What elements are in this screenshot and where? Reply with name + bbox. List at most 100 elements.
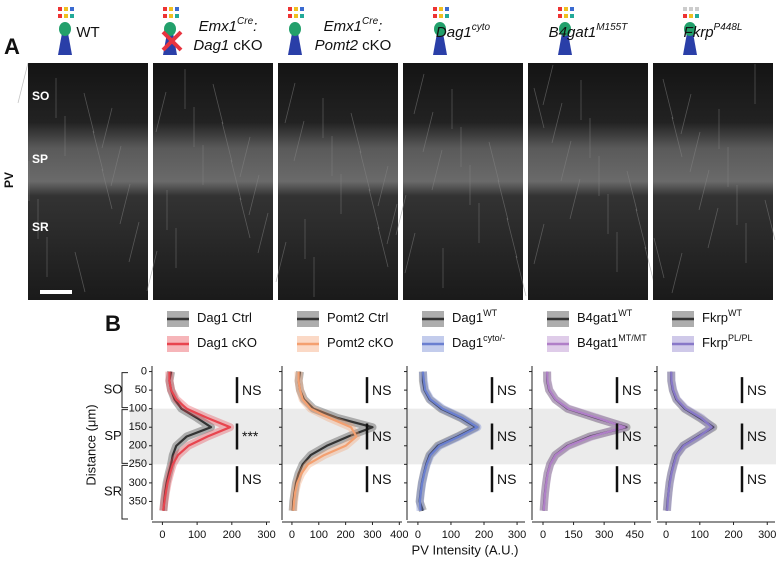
panel-label: A [4, 34, 20, 59]
glycan-icon [695, 14, 699, 18]
column-header: FkrpP448L [684, 22, 743, 41]
glycan-icon [689, 7, 693, 11]
region-bracket [121, 372, 128, 409]
fiber [83, 92, 95, 134]
fiber [488, 141, 500, 183]
fiber [110, 145, 122, 187]
glycan-icon [59, 22, 71, 36]
fiber [707, 207, 719, 249]
text-part: : [253, 18, 257, 35]
glycan-icon [169, 14, 173, 18]
stat-label: *** [242, 428, 259, 444]
layer-label: SR [32, 220, 49, 234]
text-part: Pomt2 Ctrl [327, 310, 389, 325]
fiber [377, 226, 389, 268]
micrograph [278, 63, 398, 300]
glycan-icon [445, 7, 449, 11]
x-tick-label: 300 [595, 529, 613, 541]
fiber [662, 78, 674, 120]
micrograph [28, 63, 148, 300]
fiber [569, 178, 581, 220]
glycan-icon [175, 7, 179, 11]
glycan-icon [439, 14, 443, 18]
fiber [413, 73, 425, 115]
profile-line [418, 371, 479, 511]
fiber [257, 212, 269, 254]
glycan-icon [64, 7, 68, 11]
text-part: Dag1 Ctrl [197, 310, 252, 325]
glycan-icon [294, 14, 298, 18]
legend-label: Pomt2 cKO [327, 335, 393, 350]
fiber [533, 87, 545, 129]
x-tick-label: 0 [540, 529, 546, 541]
region-bracket [121, 464, 128, 520]
fiber [431, 149, 443, 191]
glycan-icon [558, 33, 572, 55]
profile-line [162, 371, 232, 511]
fiber [515, 255, 527, 297]
glycan-icon [433, 14, 437, 18]
x-tick-label: 200 [724, 529, 742, 541]
stat-label: NS [497, 382, 516, 398]
micrograph [528, 63, 648, 300]
text-part: Fkrp [702, 310, 728, 325]
x-tick-label: 0 [415, 529, 421, 541]
fiber [101, 168, 113, 210]
glycan-icon [564, 7, 568, 11]
region-label: SO [104, 382, 123, 397]
text-part: cKO [358, 37, 391, 54]
column-header: B4gat1M155T [549, 22, 629, 41]
micrograph [653, 63, 773, 300]
text-part: Cre [237, 16, 254, 27]
fiber [542, 64, 554, 106]
y-tick-label: 300 [129, 477, 147, 489]
text-part: M155T [596, 22, 628, 33]
stat-label: NS [622, 471, 641, 487]
micrograph [403, 63, 523, 300]
fiber [386, 203, 398, 245]
fiber [671, 116, 683, 158]
fiber [92, 130, 104, 172]
glycan-icon [434, 22, 446, 36]
fiber [764, 199, 776, 241]
glycan-icon [683, 33, 697, 55]
stat-label: NS [372, 428, 391, 444]
glycan-icon [58, 14, 62, 18]
glycan-icon [433, 7, 437, 11]
text-part: B4gat1 [549, 24, 597, 41]
y-tick-label: 200 [129, 440, 147, 452]
legend-label: FkrpPL/PL [702, 333, 753, 350]
text-part: Pomt2 cKO [327, 335, 393, 350]
fiber [551, 102, 563, 144]
text-part: : [378, 18, 382, 35]
text-part: WT [728, 308, 742, 318]
glycan-icon [289, 22, 301, 36]
fiber [101, 107, 113, 149]
stat-label: NS [242, 382, 261, 398]
x-tick-label: 200 [475, 529, 493, 541]
text-part: B4gat1 [577, 310, 618, 325]
fiber [221, 121, 233, 163]
glycan-icon [294, 7, 298, 11]
column-header: WT [76, 24, 99, 41]
profile-line [542, 371, 626, 511]
glycan-icon [695, 7, 699, 11]
glycan-icon [445, 14, 449, 18]
x-tick-label: 100 [442, 529, 460, 541]
x-tick-label: 150 [564, 529, 582, 541]
fiber [230, 159, 242, 201]
fiber [635, 208, 647, 250]
text-part: P448L [714, 22, 743, 33]
fiber [653, 237, 665, 279]
x-tick-label: 0 [159, 529, 165, 541]
fiber [239, 136, 251, 178]
fiber [128, 221, 140, 263]
y-tick-label: 100 [129, 403, 147, 415]
stat-label: NS [372, 471, 391, 487]
text-part: Dag1 [452, 310, 483, 325]
text-part: PL/PL [728, 333, 753, 343]
text-part: B4gat1 [577, 335, 618, 350]
fiber [239, 197, 251, 239]
text-part: cyto/- [483, 333, 505, 343]
x-tick-label: 450 [626, 529, 644, 541]
